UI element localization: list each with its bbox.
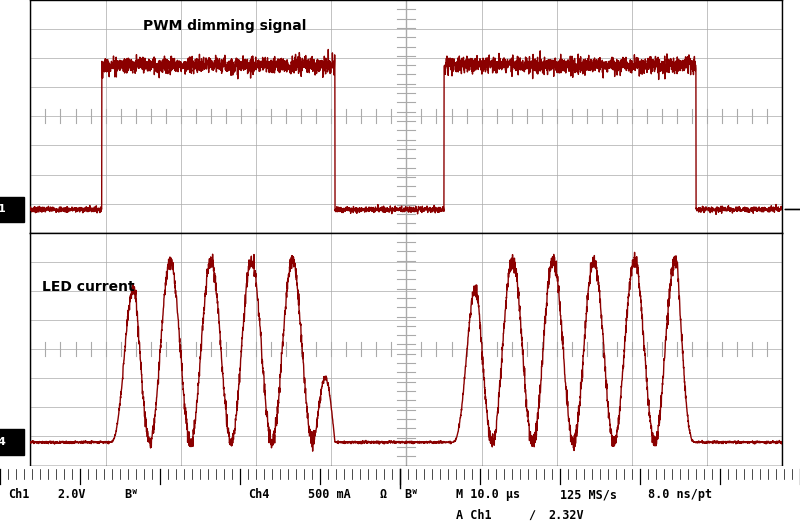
Text: LED current: LED current [42, 280, 134, 294]
Text: M 10.0 μs: M 10.0 μs [456, 488, 520, 501]
FancyBboxPatch shape [0, 429, 24, 455]
Text: 8.0 ns/pt: 8.0 ns/pt [648, 488, 712, 501]
Text: 1: 1 [0, 205, 6, 215]
Text: 2.0V: 2.0V [58, 488, 86, 501]
Text: Ch1: Ch1 [8, 488, 30, 501]
Text: ∕: ∕ [528, 509, 535, 522]
Text: Bᵂ: Bᵂ [124, 488, 138, 501]
FancyBboxPatch shape [0, 197, 24, 222]
Text: Bᵂ: Bᵂ [404, 488, 418, 501]
Text: 4: 4 [0, 437, 6, 447]
Text: Ω: Ω [380, 488, 387, 501]
Text: PWM dimming signal: PWM dimming signal [143, 19, 306, 33]
Text: 500 mA: 500 mA [308, 488, 350, 501]
Text: 125 MS/s: 125 MS/s [560, 488, 617, 501]
Text: A Ch1: A Ch1 [456, 509, 492, 522]
Text: Ch4: Ch4 [248, 488, 270, 501]
Text: 2.32V: 2.32V [548, 509, 584, 522]
